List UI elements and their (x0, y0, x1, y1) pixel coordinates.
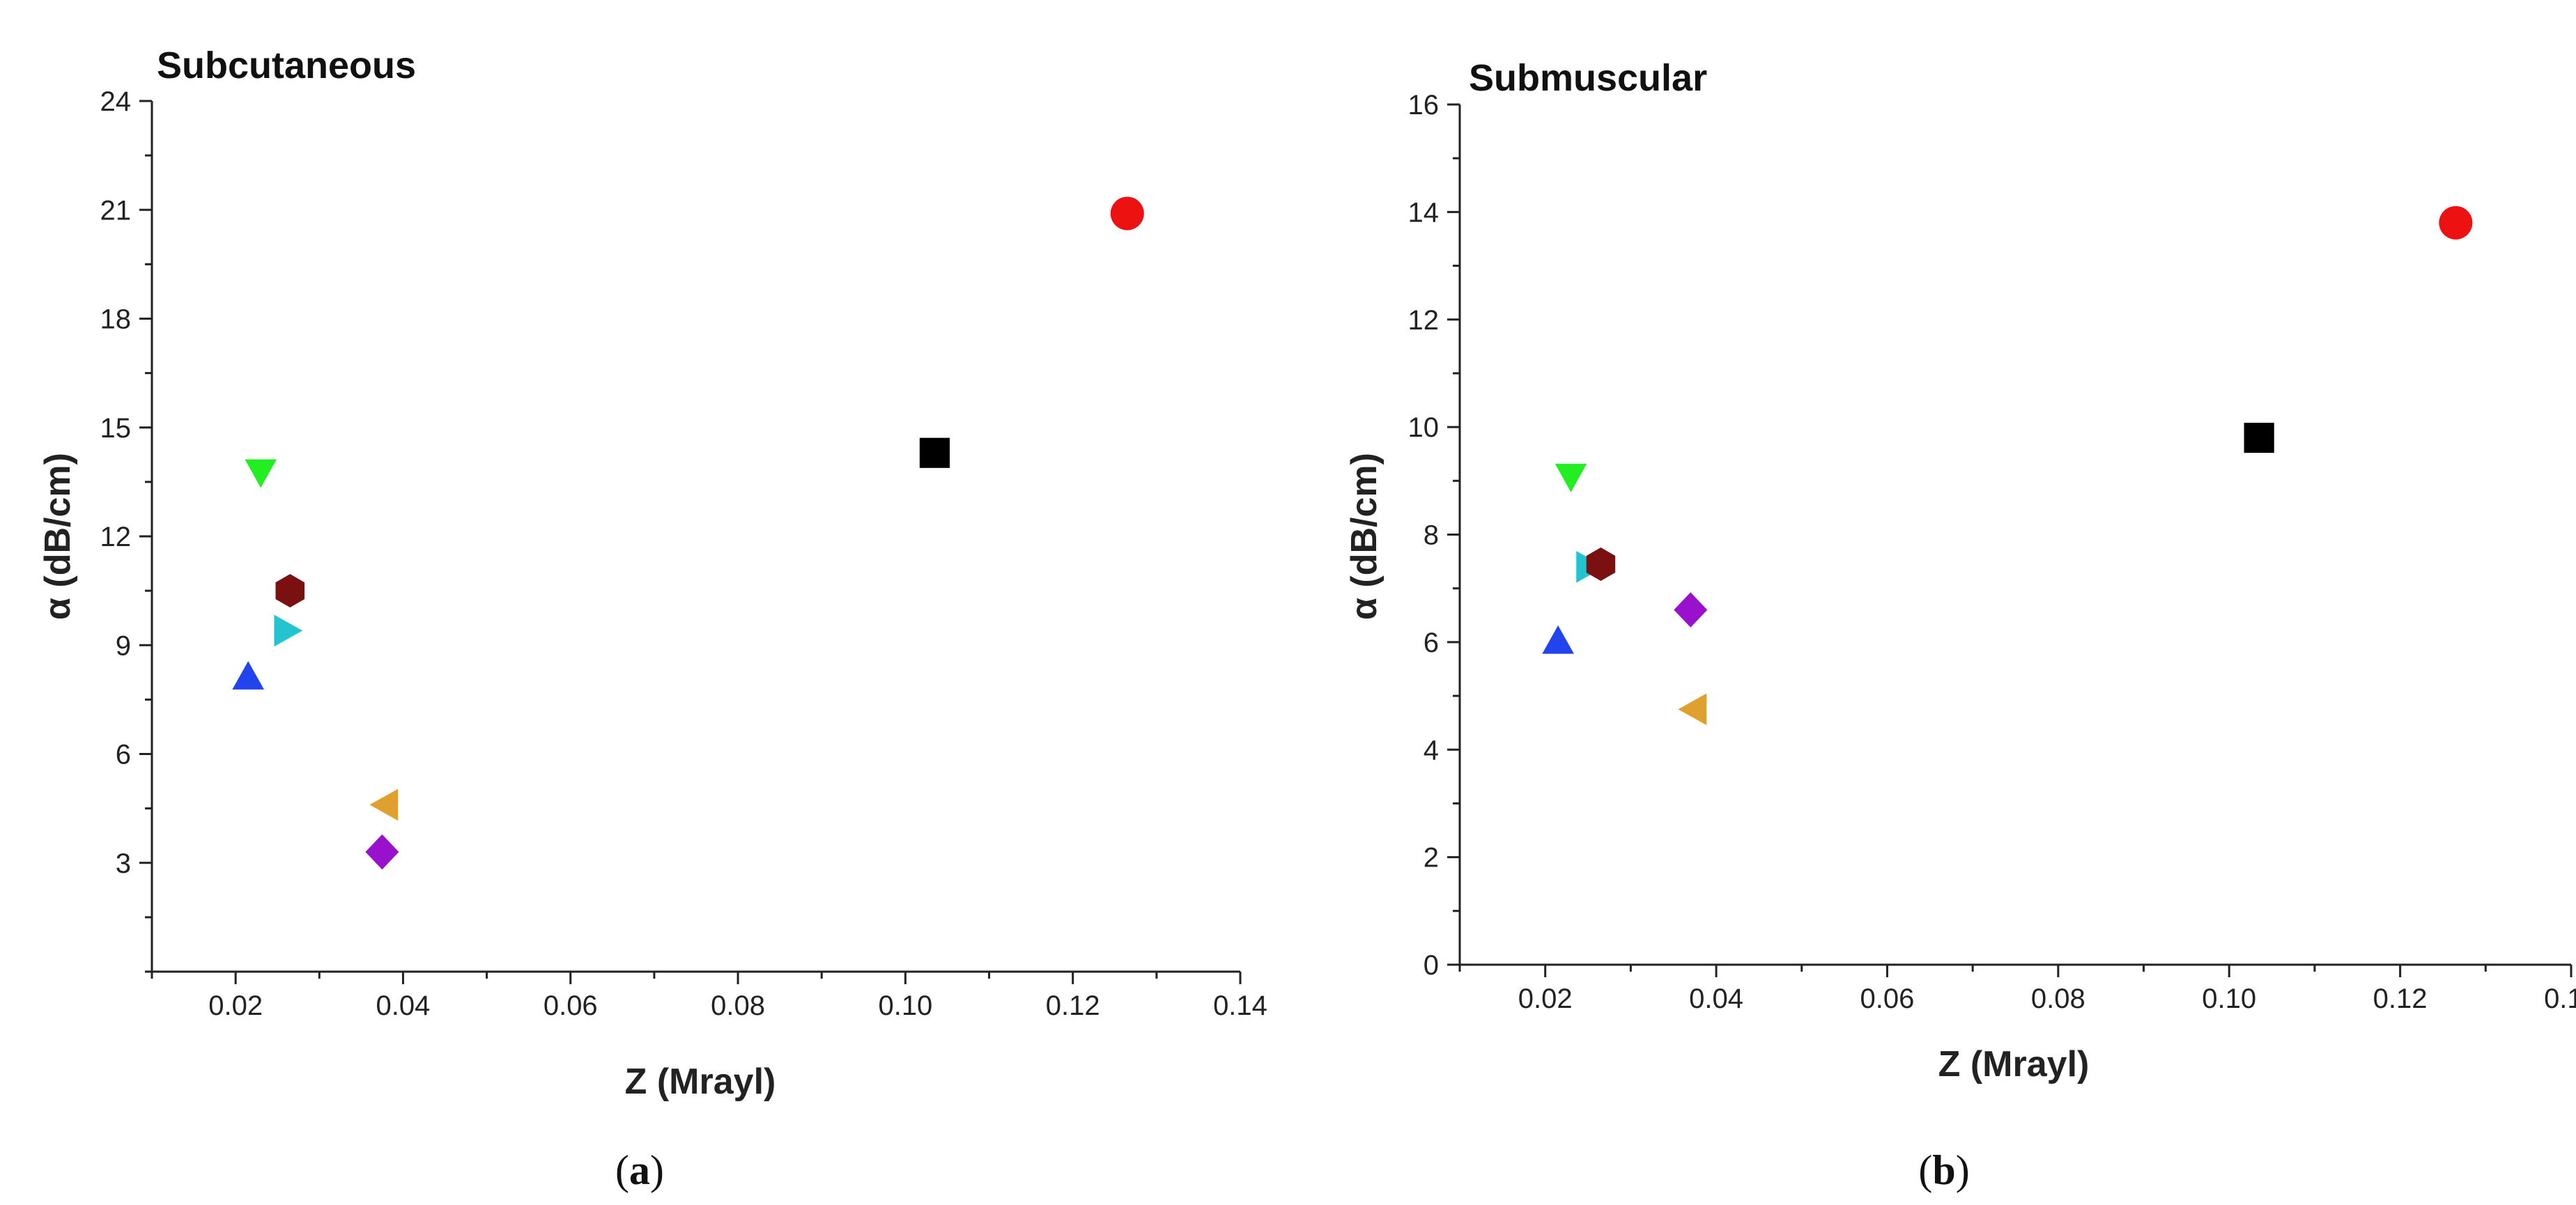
data-point-diamond (1674, 592, 1708, 628)
y-tick-label: 3 (116, 848, 131, 879)
x-tick-label: 0.06 (1860, 984, 1915, 1014)
data-point-triangle-down (245, 459, 277, 488)
x-axis-label: Z (Mrayl) (1938, 1044, 2090, 1084)
panel-label-b: (b) (1918, 1147, 1969, 1193)
data-point-circle (1110, 196, 1144, 231)
x-tick-label: 0.14 (2544, 984, 2576, 1014)
y-tick-label: 4 (1424, 735, 1439, 765)
y-tick-label: 6 (1424, 628, 1439, 658)
y-tick-label: 10 (1408, 412, 1440, 443)
data-points (1542, 205, 2473, 726)
data-point-hexagon (1586, 547, 1616, 581)
x-tick-label: 0.06 (543, 990, 598, 1021)
y-tick-label: 16 (1408, 90, 1440, 120)
x-tick-label: 0.10 (878, 990, 932, 1021)
x-tick-label: 0.02 (1518, 984, 1573, 1014)
data-point-triangle-left (369, 788, 399, 821)
y-tick-label: 14 (1408, 197, 1440, 228)
y-tick-label: 8 (1424, 520, 1439, 551)
data-point-circle (2439, 205, 2473, 240)
panel-letter: b (1932, 1147, 1955, 1193)
axes: 0.02 0.04 0.06 0.08 0.10 0.12 0.14 3 6 9 12 15 18 21 2… (100, 86, 1267, 1021)
panel-letter: a (629, 1147, 650, 1193)
x-tick-label: 0.10 (2202, 984, 2256, 1014)
y-tick-label: 12 (1408, 305, 1440, 336)
x-tick-label: 0.02 (208, 990, 263, 1021)
y-tick-label: 24 (100, 86, 132, 117)
chart-title: Subcutaneous (157, 45, 416, 86)
data-point-diamond (365, 834, 399, 870)
y-tick-label: 12 (100, 522, 132, 552)
data-point-triangle-left (1678, 693, 1707, 726)
data-point-square (919, 437, 950, 468)
x-axis-label: Z (Mrayl) (625, 1062, 776, 1102)
chart-title: Submuscular (1469, 57, 1707, 99)
data-points (232, 196, 1144, 870)
panel-label-a: (a) (615, 1147, 664, 1193)
data-point-triangle-down (1555, 463, 1587, 492)
x-tick-label: 0.08 (2031, 984, 2085, 1014)
x-tick-label: 0.08 (711, 990, 765, 1021)
y-tick-label: 15 (100, 413, 132, 444)
data-point-triangle-right (274, 614, 303, 647)
y-tick-label: 18 (100, 304, 132, 335)
y-tick-label: 2 (1424, 843, 1439, 873)
data-point-triangle-up (1542, 625, 1574, 654)
axes: 0.02 0.04 0.06 0.08 0.10 0.12 0.14 0 2 4 6 8 10 12 14 1… (1408, 90, 2576, 1014)
x-tick-label: 0.04 (1689, 984, 1743, 1014)
y-tick-label: 6 (116, 740, 131, 770)
x-tick-label: 0.14 (1213, 990, 1267, 1021)
chart-panel-a: Subcutaneous Z (Mrayl) α (dB/cm) (a) 0.0… (38, 45, 1267, 1193)
data-point-square (2244, 422, 2274, 453)
y-tick-label: 9 (116, 630, 131, 661)
x-tick-label: 0.12 (1046, 990, 1100, 1021)
data-point-triangle-up (232, 661, 264, 690)
chart-panel-b: Submuscular Z (Mrayl) α (dB/cm) (b) 0.02… (1344, 57, 2576, 1193)
y-axis-label: α (dB/cm) (38, 453, 78, 620)
x-tick-label: 0.12 (2373, 984, 2428, 1014)
y-tick-label: 0 (1424, 950, 1439, 981)
data-point-hexagon (275, 574, 304, 608)
y-axis-label: α (dB/cm) (1344, 453, 1385, 620)
x-tick-label: 0.04 (376, 990, 431, 1021)
y-tick-label: 21 (100, 195, 132, 226)
